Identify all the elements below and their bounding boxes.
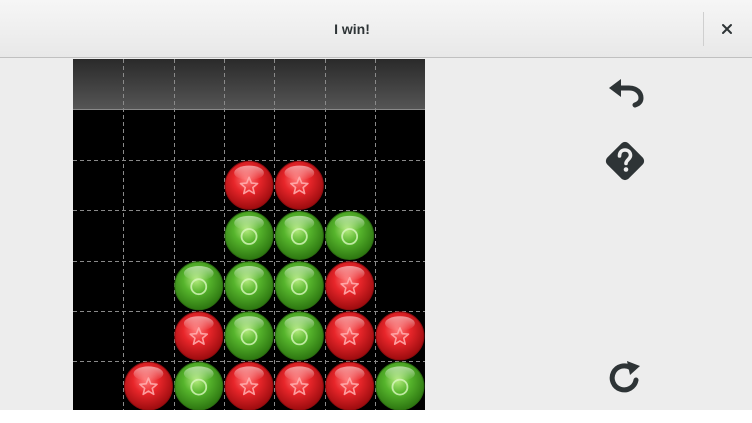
red-star-piece <box>325 361 375 410</box>
green-ring-piece <box>274 211 324 260</box>
hint-icon <box>605 141 645 181</box>
green-ring-piece <box>224 211 274 260</box>
red-star-piece <box>325 311 375 361</box>
green-ring-piece <box>325 211 375 260</box>
red-star-piece <box>325 261 375 311</box>
green-ring-piece <box>375 361 425 410</box>
red-star-piece <box>174 311 224 361</box>
game-window: I win! <box>0 0 752 410</box>
green-ring-piece <box>274 311 324 361</box>
close-button[interactable] <box>705 10 749 48</box>
drop-preview-row[interactable] <box>73 59 425 109</box>
window-title: I win! <box>334 21 370 37</box>
red-star-piece <box>224 160 274 210</box>
green-ring-piece <box>224 311 274 361</box>
game-board[interactable] <box>73 59 425 410</box>
bottom-margin <box>0 410 752 423</box>
red-star-piece <box>274 361 324 410</box>
preview-divider <box>73 109 425 110</box>
titlebar-separator <box>703 12 704 46</box>
board-grid[interactable] <box>73 59 425 410</box>
red-star-piece <box>224 361 274 410</box>
new-game-icon <box>609 361 640 393</box>
title-bar: I win! <box>0 0 752 58</box>
red-star-piece <box>123 361 173 410</box>
green-ring-piece <box>274 261 324 311</box>
green-ring-piece <box>224 261 274 311</box>
green-ring-piece <box>174 361 224 410</box>
undo-icon <box>609 79 644 108</box>
hint-button[interactable] <box>595 131 655 191</box>
close-icon <box>722 24 732 34</box>
green-ring-piece <box>174 261 224 311</box>
red-star-piece <box>274 160 324 210</box>
sidebar <box>425 59 752 410</box>
undo-button[interactable] <box>595 61 655 121</box>
new-game-button[interactable] <box>595 348 655 408</box>
red-star-piece <box>375 311 425 361</box>
